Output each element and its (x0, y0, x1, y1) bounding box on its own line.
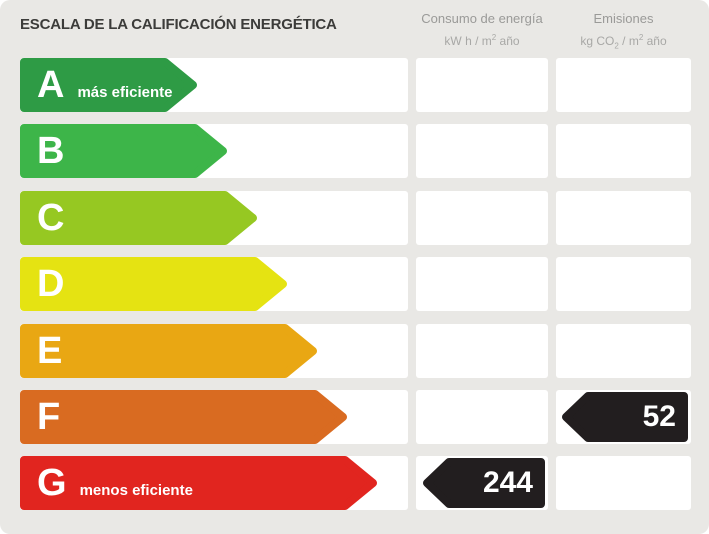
rating-label-d: D (20, 257, 64, 311)
emisiones-cell-e (556, 324, 691, 378)
emisiones-cell-b (556, 124, 691, 178)
consumo-header-title: Consumo de energía (421, 11, 543, 26)
rating-arrow-b: B (20, 124, 229, 178)
emisiones-value-arrow-shape (562, 392, 688, 442)
rating-label-f: F (20, 390, 60, 444)
emisiones-cell-c (556, 191, 691, 245)
rating-arrow-shape-d (20, 257, 287, 311)
consumo-header-unit: kW h / m2 año (444, 33, 520, 48)
emisiones-cell-a (556, 58, 691, 112)
rating-label-e: E (20, 324, 62, 378)
rating-letter-b: B (37, 130, 65, 172)
emisiones-column-header: Emisiones kg CO2 / m2 año (550, 10, 697, 54)
consumo-cell-b (416, 124, 548, 178)
page-title: ESCALA DE LA CALIFICACIÓN ENERGÉTICA (20, 16, 337, 33)
consumo-value-arrow-shape (423, 458, 545, 508)
rating-arrow-e: E (20, 324, 319, 378)
rating-arrow-shape-c (20, 191, 257, 245)
emisiones-value: 52 (642, 400, 676, 433)
rating-arrow-f: F (20, 390, 349, 444)
consumo-cell-c (416, 191, 548, 245)
consumo-value: 244 (482, 466, 533, 499)
consumo-cell-d (416, 257, 548, 311)
emisiones-value-arrow: 52 (562, 392, 688, 442)
efficiency-note-a: más eficiente (77, 84, 173, 101)
rating-label-b: B (20, 124, 64, 178)
consumo-cell-a (416, 58, 548, 112)
rating-arrow-shape-f (20, 390, 347, 444)
rating-arrow-c: C (20, 191, 259, 245)
rating-arrow-shape-g (20, 456, 377, 510)
rating-letter-e: E (37, 330, 63, 372)
emisiones-cell-g (556, 456, 691, 510)
emisiones-header-title: Emisiones (593, 11, 654, 26)
rating-arrow-shape-b (20, 124, 227, 178)
rating-label-c: C (20, 191, 64, 245)
consumo-value-arrow: 244 (423, 458, 545, 508)
consumo-column-header: Consumo de energía kW h / m2 año (404, 10, 560, 49)
rating-letter-f: F (37, 396, 61, 438)
emisiones-header-unit: kg CO2 / m2 año (580, 33, 667, 51)
rating-letter-d: D (37, 263, 65, 305)
efficiency-note-g: menos eficiente (79, 482, 193, 499)
rating-letter-a: A (37, 64, 65, 106)
rating-arrow-d: D (20, 257, 289, 311)
rating-arrow-shape-a (20, 58, 197, 112)
consumo-cell-f (416, 390, 548, 444)
consumo-cell-e (416, 324, 548, 378)
rating-letter-g: G (37, 462, 67, 504)
emisiones-cell-d (556, 257, 691, 311)
rating-arrow-shape-e (20, 324, 317, 378)
rating-letter-c: C (37, 197, 65, 239)
